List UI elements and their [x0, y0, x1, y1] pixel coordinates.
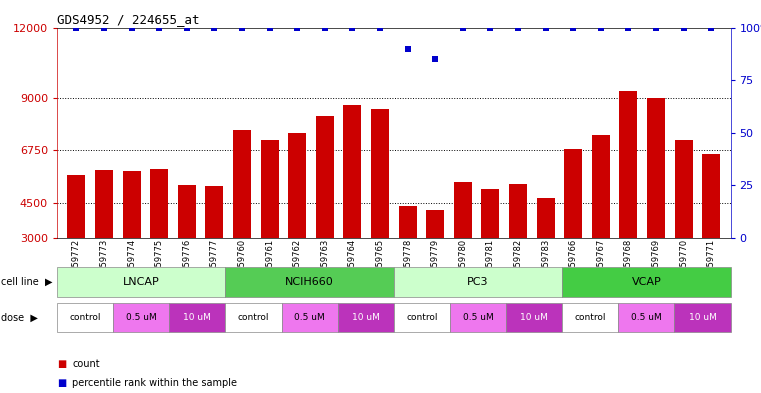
Text: GDS4952 / 224655_at: GDS4952 / 224655_at [57, 13, 199, 26]
Bar [123, 171, 141, 238]
Point [209, 24, 221, 31]
Text: NCIH660: NCIH660 [285, 277, 334, 287]
Point [291, 24, 304, 31]
Point [512, 24, 524, 31]
Bar [316, 116, 334, 238]
Bar [426, 210, 444, 238]
Text: ■: ■ [57, 358, 66, 369]
Text: 10 uM: 10 uM [689, 313, 716, 322]
Text: 10 uM: 10 uM [183, 313, 212, 322]
Bar [399, 206, 416, 238]
Text: 0.5 uM: 0.5 uM [126, 313, 157, 322]
Text: 0.5 uM: 0.5 uM [463, 313, 493, 322]
Text: control: control [237, 313, 269, 322]
Point [457, 24, 469, 31]
Point [705, 24, 718, 31]
Point [540, 24, 552, 31]
Text: 0.5 uM: 0.5 uM [631, 313, 662, 322]
Bar [564, 149, 582, 238]
Point [595, 24, 607, 31]
Text: ■: ■ [57, 378, 66, 388]
Text: control: control [69, 313, 101, 322]
Point [622, 24, 635, 31]
Point [650, 24, 662, 31]
Text: LNCAP: LNCAP [123, 277, 160, 287]
Point [484, 24, 496, 31]
Text: 10 uM: 10 uM [521, 313, 548, 322]
Point [180, 24, 193, 31]
Point [98, 24, 110, 31]
Bar [454, 182, 472, 238]
Text: count: count [72, 358, 100, 369]
Point [126, 24, 138, 31]
Point [429, 56, 441, 62]
Bar [647, 97, 665, 238]
Bar [482, 189, 499, 238]
Bar [68, 174, 85, 238]
Text: 0.5 uM: 0.5 uM [295, 313, 325, 322]
Point [374, 24, 386, 31]
Point [236, 24, 248, 31]
Point [70, 24, 82, 31]
Point [402, 45, 414, 51]
Text: 10 uM: 10 uM [352, 313, 380, 322]
Text: percentile rank within the sample: percentile rank within the sample [72, 378, 237, 388]
Bar [343, 105, 361, 238]
Bar [205, 186, 224, 238]
Bar [178, 185, 196, 238]
Text: dose  ▶: dose ▶ [1, 312, 37, 322]
Point [263, 24, 275, 31]
Point [346, 24, 358, 31]
Point [567, 24, 579, 31]
Bar [537, 198, 555, 238]
Bar [619, 90, 638, 238]
Point [319, 24, 331, 31]
Bar [288, 132, 306, 238]
Bar [150, 169, 168, 238]
Text: VCAP: VCAP [632, 277, 661, 287]
Bar [233, 130, 251, 238]
Text: control: control [575, 313, 606, 322]
Bar [509, 184, 527, 238]
Text: control: control [406, 313, 438, 322]
Text: cell line  ▶: cell line ▶ [1, 277, 53, 287]
Bar [702, 154, 720, 238]
Bar [95, 170, 113, 238]
Point [153, 24, 165, 31]
Bar [260, 140, 279, 238]
Point [677, 24, 689, 31]
Bar [592, 135, 610, 238]
Bar [675, 140, 693, 238]
Bar [371, 109, 389, 238]
Text: PC3: PC3 [467, 277, 489, 287]
